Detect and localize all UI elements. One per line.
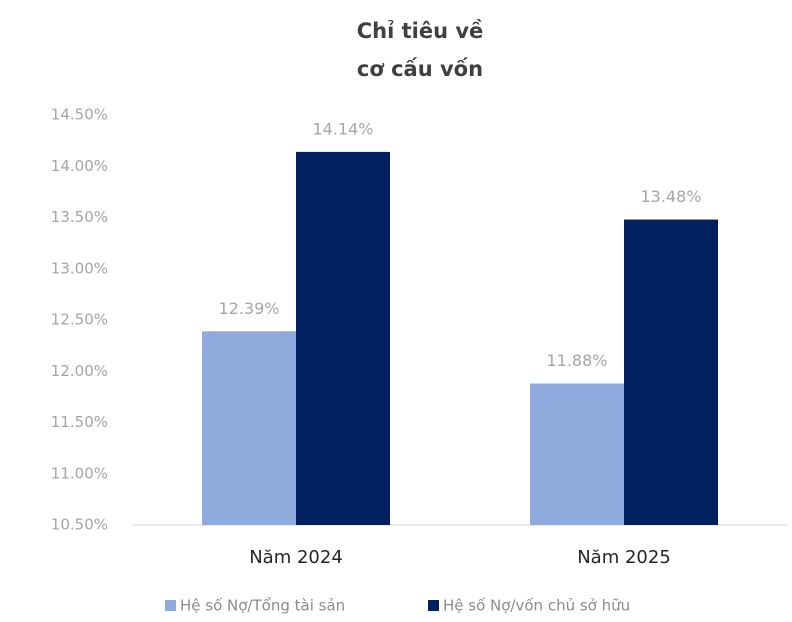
y-tick-label: 13.00%	[51, 259, 108, 277]
y-tick-label: 12.00%	[51, 362, 108, 380]
legend-label: Hệ số Nợ/Tổng tài sản	[180, 597, 345, 615]
data-label: 14.14%	[312, 119, 373, 138]
y-tick-label: 10.50%	[51, 516, 108, 534]
y-tick-label: 11.00%	[51, 464, 108, 482]
y-tick-label: 13.50%	[51, 208, 108, 226]
bar	[296, 151, 390, 525]
bar	[530, 383, 624, 525]
legend-swatch	[428, 600, 439, 611]
y-tick-label: 12.50%	[51, 311, 108, 329]
bar	[202, 331, 296, 525]
y-tick-label: 14.00%	[51, 157, 108, 175]
chart-title: Chỉ tiêu về cơ cấu vốn	[356, 19, 484, 81]
legend-label: Hệ số Nợ/vốn chủ sở hữu	[443, 597, 630, 615]
bar	[624, 219, 718, 526]
y-tick-label: 11.50%	[51, 413, 108, 431]
data-label: 11.88%	[546, 351, 607, 370]
legend-swatch	[165, 600, 176, 611]
data-label: 12.39%	[218, 299, 279, 318]
data-label: 13.48%	[640, 187, 701, 206]
y-tick-label: 14.50%	[51, 106, 108, 124]
x-tick-label: Năm 2025	[577, 547, 671, 568]
x-tick-label: Năm 2024	[249, 547, 343, 568]
